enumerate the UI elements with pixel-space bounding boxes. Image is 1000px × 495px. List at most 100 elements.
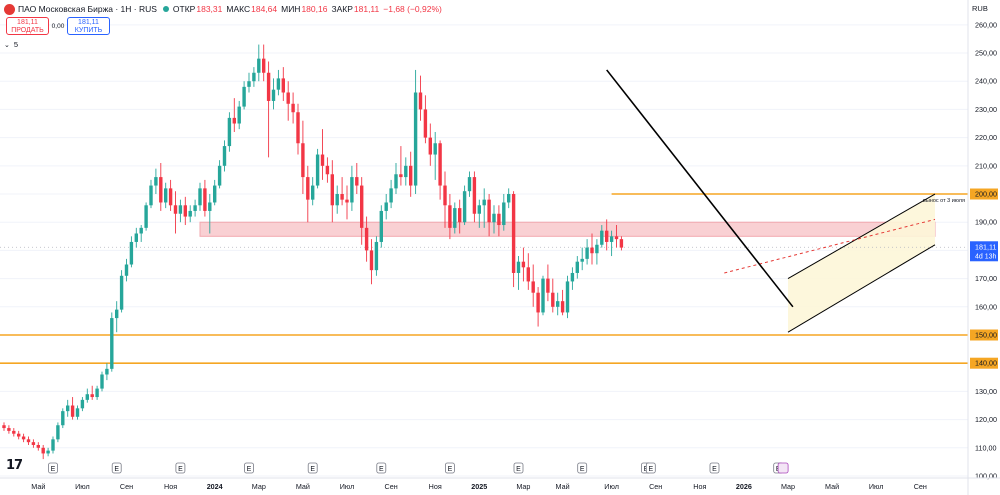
- candle-body: [266, 72, 271, 101]
- candle-body: [507, 194, 511, 203]
- candle-body: [619, 239, 624, 248]
- candle-down: [355, 162, 359, 195]
- indicators-toggle[interactable]: ⌄ 5: [4, 40, 18, 49]
- candle-down: [590, 233, 594, 265]
- candle-body: [237, 106, 241, 124]
- candle-body: [433, 143, 437, 155]
- y-tick-label: 240,00: [975, 77, 997, 86]
- price-axis: RUB 100,00 110,00 120,00 130,00 140,00 150,00 1…: [967, 0, 998, 495]
- candle-body: [95, 388, 99, 398]
- earnings-icon: [307, 462, 318, 474]
- candle-down: [301, 120, 305, 195]
- candle-body: [399, 174, 403, 178]
- x-tick-label: Ноя: [429, 482, 442, 491]
- sell-price: 181,11: [17, 19, 38, 26]
- candle-body: [453, 208, 457, 228]
- candle-body: [306, 177, 310, 200]
- earnings-marker[interactable]: E: [48, 462, 58, 474]
- resistance-zone-rect: [199, 221, 936, 237]
- candle-body: [355, 177, 359, 186]
- candle-body: [526, 267, 530, 282]
- candle-up: [453, 202, 457, 234]
- y-tick-label: 120,00: [975, 415, 997, 424]
- earnings-marker[interactable]: E: [307, 462, 318, 474]
- candle-down: [36, 442, 40, 451]
- candle-up: [335, 185, 339, 214]
- candle-body: [330, 174, 334, 206]
- chart-grid: [0, 24, 968, 477]
- channel-fill: [788, 194, 935, 333]
- candle-down: [443, 171, 447, 228]
- candle-body: [516, 261, 521, 273]
- earnings-marker[interactable]: E: [444, 462, 455, 474]
- candle-up: [516, 256, 521, 290]
- symbol-title[interactable]: ПАО Московская Биржа · 1Н · RUS: [18, 4, 157, 14]
- candle-body: [159, 177, 163, 203]
- candle-up: [462, 185, 467, 226]
- sell-button[interactable]: 181,11 ПРОДАТЬ: [6, 17, 49, 35]
- candle-up: [213, 179, 217, 206]
- earnings-marker[interactable]: E: [577, 462, 588, 474]
- earnings-marker[interactable]: E: [645, 462, 656, 474]
- candle-up: [154, 168, 158, 195]
- earnings-marker[interactable]: E: [513, 462, 524, 474]
- candle-body: [139, 227, 143, 234]
- x-tick-label: Июл: [340, 482, 355, 491]
- candle-body: [227, 117, 232, 147]
- x-tick-label: Май: [825, 482, 839, 491]
- candle-body: [536, 292, 540, 313]
- buy-label: КУПИТЬ: [74, 27, 103, 34]
- candle-body: [595, 244, 599, 254]
- candle-up: [271, 78, 276, 110]
- candle-body: [232, 117, 236, 124]
- candle-body: [546, 278, 550, 293]
- candle-down: [21, 433, 26, 443]
- buy-button[interactable]: 181,11 КУПИТЬ: [67, 17, 110, 35]
- candle-up: [404, 157, 408, 186]
- earnings-label: E: [712, 466, 717, 473]
- tradingview-logo[interactable]: 17: [6, 458, 23, 473]
- candle-up: [198, 182, 202, 211]
- candle-down: [2, 422, 6, 431]
- candle-body: [487, 199, 491, 223]
- candle-body: [168, 188, 173, 206]
- candle-up: [609, 230, 614, 257]
- candle-down: [281, 67, 285, 101]
- candle-down: [286, 81, 290, 121]
- candle-up: [541, 275, 545, 316]
- earnings-marker[interactable]: E: [111, 462, 122, 474]
- current-price-label: 181,11: [975, 242, 996, 251]
- candle-down: [551, 278, 555, 313]
- candle-up: [61, 408, 65, 429]
- candle-body: [350, 177, 354, 203]
- level-tag-bg: [970, 329, 998, 341]
- earnings-marker[interactable]: E: [175, 462, 186, 474]
- y-tick-label: 190,00: [975, 218, 997, 227]
- earnings-marker[interactable]: E: [244, 462, 254, 474]
- candle-body: [320, 154, 325, 166]
- candle-body: [51, 439, 55, 451]
- candle-up: [149, 179, 153, 209]
- candle-down: [472, 171, 477, 223]
- candle-body: [90, 394, 94, 398]
- candle-down: [266, 61, 271, 158]
- y-tick-label: 110,00: [975, 443, 996, 452]
- candle-up: [46, 447, 50, 457]
- ascending-channel: [788, 194, 935, 333]
- earnings-marker[interactable]: E: [709, 462, 720, 474]
- candle-body: [66, 405, 70, 412]
- candle-up: [129, 236, 134, 268]
- candle-down: [487, 194, 491, 237]
- candle-down: [12, 428, 16, 437]
- earnings-marker[interactable]: E: [376, 462, 387, 474]
- x-tick-label: Сен: [649, 482, 662, 491]
- channel-upper-line: [787, 193, 936, 280]
- candle-up: [56, 422, 60, 443]
- y-tick-label: 220,00: [975, 133, 997, 142]
- candle-body: [149, 185, 153, 206]
- chevron-down-icon: ⌄: [4, 41, 10, 49]
- close-value: 181,11: [353, 4, 380, 14]
- low-label: МИН: [281, 4, 301, 14]
- candle-up: [595, 239, 599, 265]
